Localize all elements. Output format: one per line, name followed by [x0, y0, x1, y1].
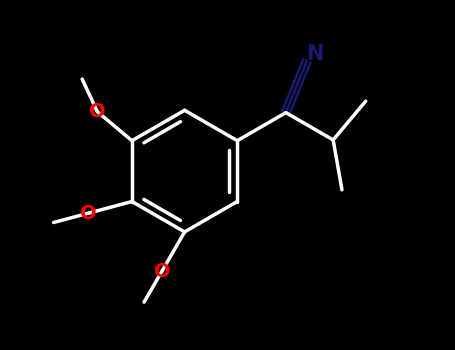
Text: O: O — [89, 102, 106, 121]
Text: N: N — [306, 43, 324, 64]
Text: O: O — [80, 204, 96, 223]
Text: O: O — [154, 261, 170, 281]
